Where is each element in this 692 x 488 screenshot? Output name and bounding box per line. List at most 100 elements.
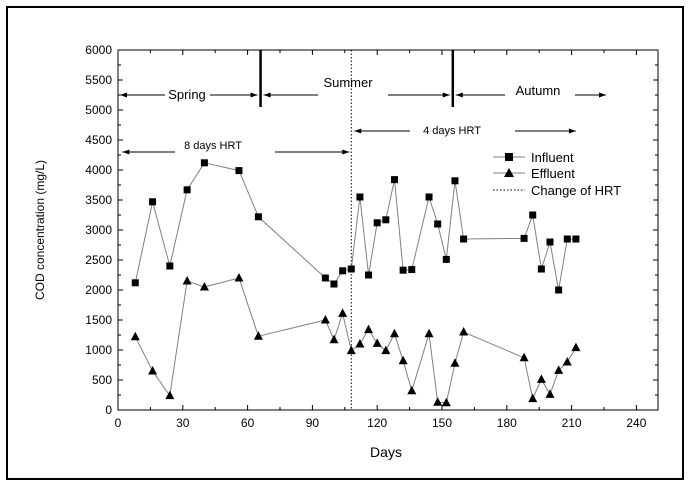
y-tick-label: 2000 xyxy=(85,283,112,297)
effluent-point xyxy=(450,358,460,367)
x-tick-label: 150 xyxy=(432,416,452,430)
y-tick-label: 3000 xyxy=(85,223,112,237)
effluent-point xyxy=(355,339,365,348)
influent-point xyxy=(149,198,157,206)
effluent-point xyxy=(528,393,538,403)
series-marks xyxy=(130,159,581,407)
y-tick-label: 0 xyxy=(105,403,112,417)
season-label-autumn: Autumn xyxy=(516,83,561,98)
effluent-point xyxy=(372,338,382,347)
effluent-point xyxy=(148,366,158,375)
y-tick-label: 2500 xyxy=(85,253,112,267)
influent-point xyxy=(408,266,416,274)
y-tick-label: 1000 xyxy=(85,343,112,357)
hrt4-arrow-left-head xyxy=(354,128,362,134)
x-tick-label: 90 xyxy=(306,416,320,430)
summer-arrow-left-head xyxy=(263,92,271,98)
legend-effluent-marker xyxy=(504,168,514,177)
y-tick-label: 1500 xyxy=(85,313,112,327)
x-axis-title: Days xyxy=(370,444,402,460)
effluent-point xyxy=(407,385,417,395)
hrt8-label: 8 days HRT xyxy=(184,140,242,152)
effluent-point xyxy=(554,365,564,374)
annotations: Spring Summer Autumn 8 days HRT 4 days HRT xyxy=(120,50,606,410)
autumn-arrow-left-head xyxy=(455,92,463,98)
autumn-arrow-right-head xyxy=(599,92,606,98)
influent-point xyxy=(460,235,468,243)
influent-point xyxy=(546,238,554,246)
spring-arrow-right-head xyxy=(250,92,258,98)
y-tick-label: 4000 xyxy=(85,163,112,177)
series-line-influent xyxy=(134,162,576,291)
influent-point xyxy=(365,271,373,279)
influent-point xyxy=(356,193,364,201)
season-label-spring: Spring xyxy=(168,87,206,102)
influent-point xyxy=(520,234,528,242)
axes: 0500100015002000250030003500400045005000… xyxy=(33,43,659,460)
season-label-summer: Summer xyxy=(323,75,373,90)
series-line-effluent xyxy=(134,277,577,404)
effluent-point xyxy=(381,345,391,355)
effluent-point xyxy=(338,308,348,317)
effluent-point xyxy=(545,389,555,398)
legend-effluent-label: Effluent xyxy=(531,166,575,181)
x-tick-label: 210 xyxy=(562,416,582,430)
x-tick-label: 60 xyxy=(241,416,255,430)
x-tick-label: 240 xyxy=(626,416,646,430)
hrt4-label: 4 days HRT xyxy=(423,125,481,137)
effluent-point xyxy=(459,327,469,336)
influent-point xyxy=(347,265,355,273)
effluent-point xyxy=(519,352,529,362)
effluent-point xyxy=(234,273,244,282)
effluent-point xyxy=(182,276,192,285)
x-tick-label: 0 xyxy=(115,416,122,430)
influent-point xyxy=(425,193,433,201)
influent-point xyxy=(131,279,139,287)
influent-point xyxy=(451,177,459,185)
effluent-point xyxy=(320,315,330,324)
y-tick-label: 5500 xyxy=(85,73,112,87)
effluent-point xyxy=(346,345,356,355)
x-tick-label: 180 xyxy=(497,416,517,430)
effluent-point xyxy=(424,328,434,338)
y-tick-label: 5000 xyxy=(85,103,112,117)
influent-point xyxy=(442,255,450,263)
effluent-point xyxy=(199,282,209,291)
hrt4-arrow-right-head xyxy=(568,128,576,134)
influent-point xyxy=(166,262,174,270)
x-tick-label: 30 xyxy=(176,416,190,430)
y-tick-label: 500 xyxy=(92,373,112,387)
influent-point xyxy=(330,280,338,288)
effluent-point xyxy=(536,374,546,383)
effluent-point xyxy=(441,397,451,407)
influent-point xyxy=(537,265,545,273)
effluent-point xyxy=(364,324,374,334)
x-tick-label: 120 xyxy=(367,416,387,430)
influent-point xyxy=(373,219,381,227)
y-axis-title: COD concentration (mg/L) xyxy=(33,160,47,300)
influent-point xyxy=(183,186,191,194)
influent-point xyxy=(572,235,580,243)
influent-point xyxy=(555,286,563,294)
summer-arrow-right-head xyxy=(442,92,450,98)
spring-arrow-left-head xyxy=(120,92,127,98)
plot-area-border xyxy=(117,49,659,411)
influent-point xyxy=(434,220,442,228)
influent-point xyxy=(529,211,537,219)
influent-point xyxy=(200,159,208,167)
influent-point xyxy=(321,274,329,282)
legend-influent-marker xyxy=(505,153,513,161)
influent-point xyxy=(390,176,398,184)
effluent-point xyxy=(433,397,443,406)
hrt8-arrow-left-head xyxy=(122,149,130,155)
effluent-point xyxy=(165,390,175,400)
y-tick-label: 6000 xyxy=(85,43,112,57)
influent-point xyxy=(235,167,243,175)
influent-point xyxy=(339,267,347,275)
effluent-point xyxy=(562,357,572,366)
effluent-point xyxy=(130,331,140,341)
y-tick-label: 3500 xyxy=(85,193,112,207)
effluent-point xyxy=(253,331,263,340)
figure-frame xyxy=(6,6,684,480)
influent-point xyxy=(382,216,390,224)
